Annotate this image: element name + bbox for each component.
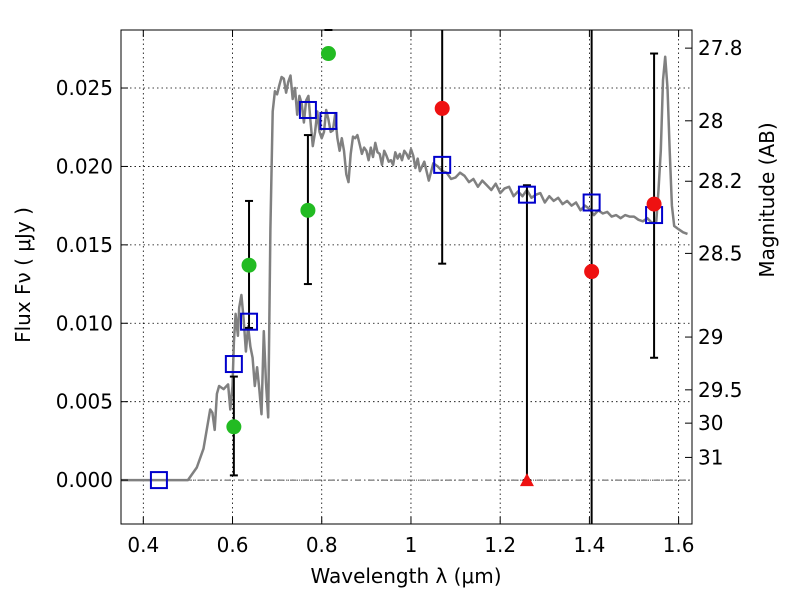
green-data-point: [226, 419, 242, 435]
red-data-point: [646, 196, 662, 212]
model-flux-square: [149, 471, 168, 490]
right-tick-label: 28.5: [698, 241, 743, 265]
grid: [121, 30, 692, 524]
y-tick-label: 0.005: [56, 390, 113, 414]
y-tick-label: 0.015: [56, 233, 113, 257]
red-photometry-points: [434, 100, 662, 487]
y-tick-label: 0.000: [56, 468, 113, 492]
red-upper-limit-triangle: [519, 473, 534, 487]
x-axis-ticks: 0.4 0.6 0.8 1 1.2 1.4 1.6: [127, 30, 695, 557]
model-flux-square: [224, 355, 243, 374]
right-axis-ticks: 27.8 28 28.2 28.5 29 29.5 30 31: [685, 36, 743, 469]
y-tick-label: 0.010: [56, 311, 113, 335]
model-flux-square: [240, 312, 259, 331]
y-axis-ticks: 0.000 0.005 0.010 0.015 0.020 0.025: [56, 76, 128, 492]
green-data-point: [320, 46, 336, 62]
green-data-point: [300, 202, 316, 218]
model-flux-square: [319, 111, 338, 130]
right-tick-label: 29.5: [698, 378, 743, 402]
green-photometry-points: [226, 46, 336, 435]
x-tick-label: 0.4: [127, 533, 159, 557]
model-flux-squares: [149, 100, 664, 490]
x-tick-label: 1: [405, 533, 418, 557]
right-axis-label: Magnitude (AB): [755, 122, 779, 277]
green-data-point: [241, 257, 257, 273]
right-tick-label: 29: [698, 325, 723, 349]
right-tick-label: 30: [698, 411, 723, 435]
x-tick-label: 0.8: [306, 533, 338, 557]
model-flux-square: [433, 155, 452, 174]
model-flux-square: [517, 185, 536, 204]
right-tick-label: 27.8: [698, 36, 743, 60]
right-tick-label: 28: [698, 109, 723, 133]
x-tick-label: 1.2: [484, 533, 516, 557]
x-tick-label: 1.6: [663, 533, 695, 557]
x-tick-label: 1.4: [573, 533, 605, 557]
template-spectrum-line: [121, 55, 688, 482]
right-tick-label: 31: [698, 445, 723, 469]
x-tick-label: 0.6: [217, 533, 249, 557]
y-tick-label: 0.020: [56, 154, 113, 178]
plot-frame: [120, 29, 693, 525]
red-data-point: [434, 100, 450, 116]
model-flux-square: [298, 100, 317, 119]
x-axis-label: Wavelength λ (μm): [310, 564, 501, 588]
model-flux-square: [582, 193, 601, 212]
red-data-point: [584, 264, 600, 280]
y-axis-label: Flux Fν ( μJy ): [11, 207, 35, 343]
y-tick-label: 0.025: [56, 76, 113, 100]
right-tick-label: 28.2: [698, 169, 743, 193]
